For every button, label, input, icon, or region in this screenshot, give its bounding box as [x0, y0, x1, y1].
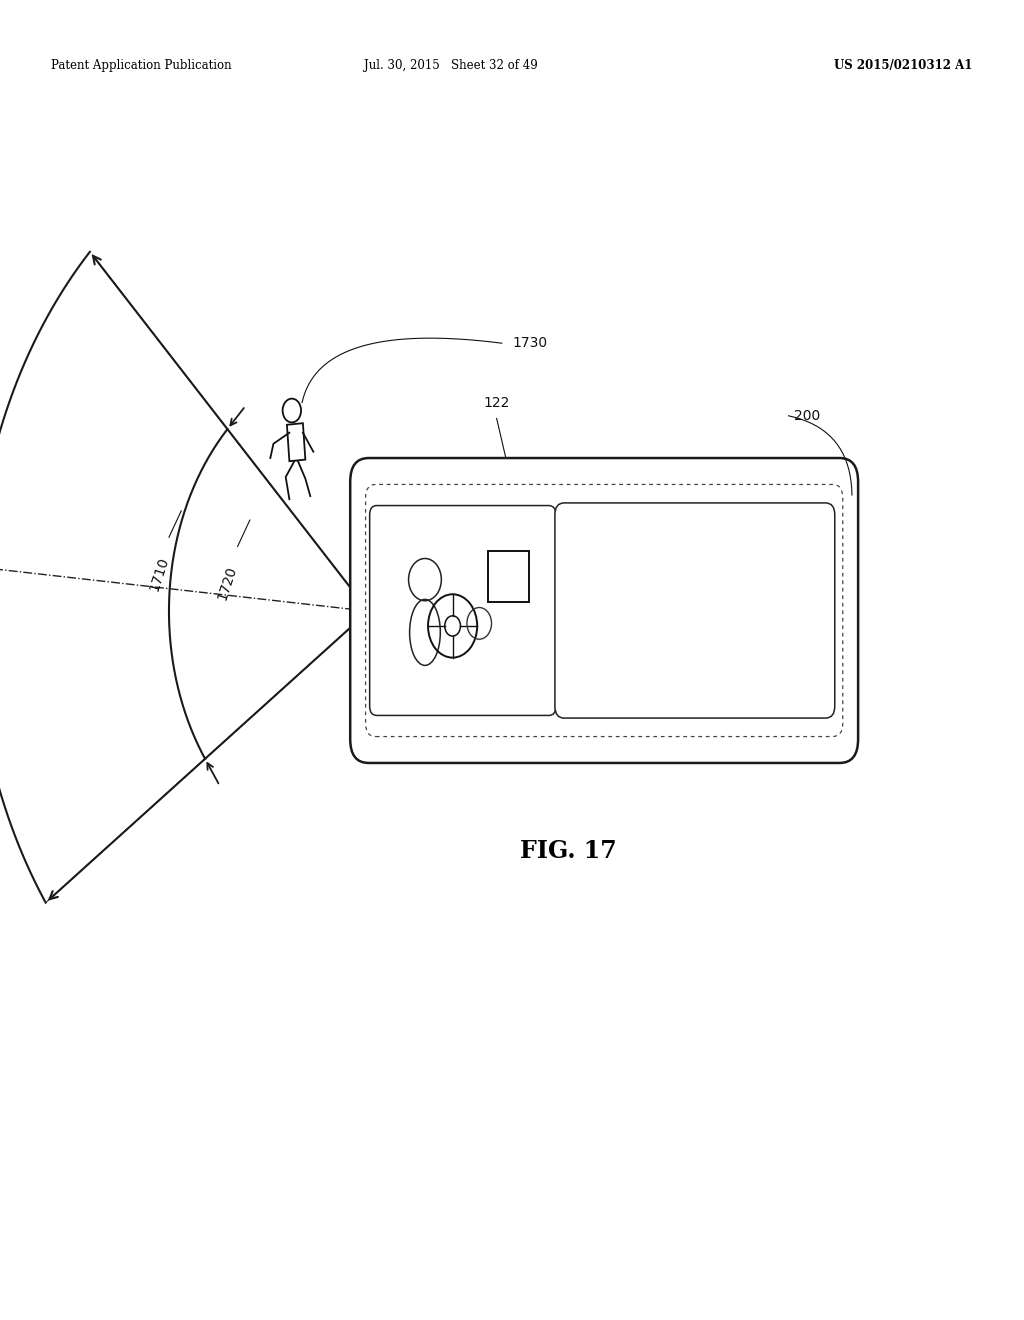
FancyBboxPatch shape	[354, 492, 396, 540]
FancyBboxPatch shape	[555, 503, 835, 718]
Text: 1720: 1720	[215, 565, 240, 602]
FancyBboxPatch shape	[350, 458, 858, 763]
FancyBboxPatch shape	[370, 506, 556, 715]
Text: US 2015/0210312 A1: US 2015/0210312 A1	[835, 59, 973, 73]
Text: FIG. 17: FIG. 17	[520, 840, 616, 863]
FancyBboxPatch shape	[812, 681, 854, 729]
Text: Patent Application Publication: Patent Application Publication	[51, 59, 231, 73]
Text: 1730: 1730	[512, 337, 547, 350]
Text: Jul. 30, 2015   Sheet 32 of 49: Jul. 30, 2015 Sheet 32 of 49	[364, 59, 538, 73]
Text: 1710: 1710	[146, 556, 171, 593]
FancyBboxPatch shape	[488, 552, 529, 602]
FancyBboxPatch shape	[812, 492, 854, 540]
FancyBboxPatch shape	[354, 681, 396, 729]
Text: 122: 122	[483, 396, 510, 409]
Text: 200: 200	[794, 409, 820, 422]
